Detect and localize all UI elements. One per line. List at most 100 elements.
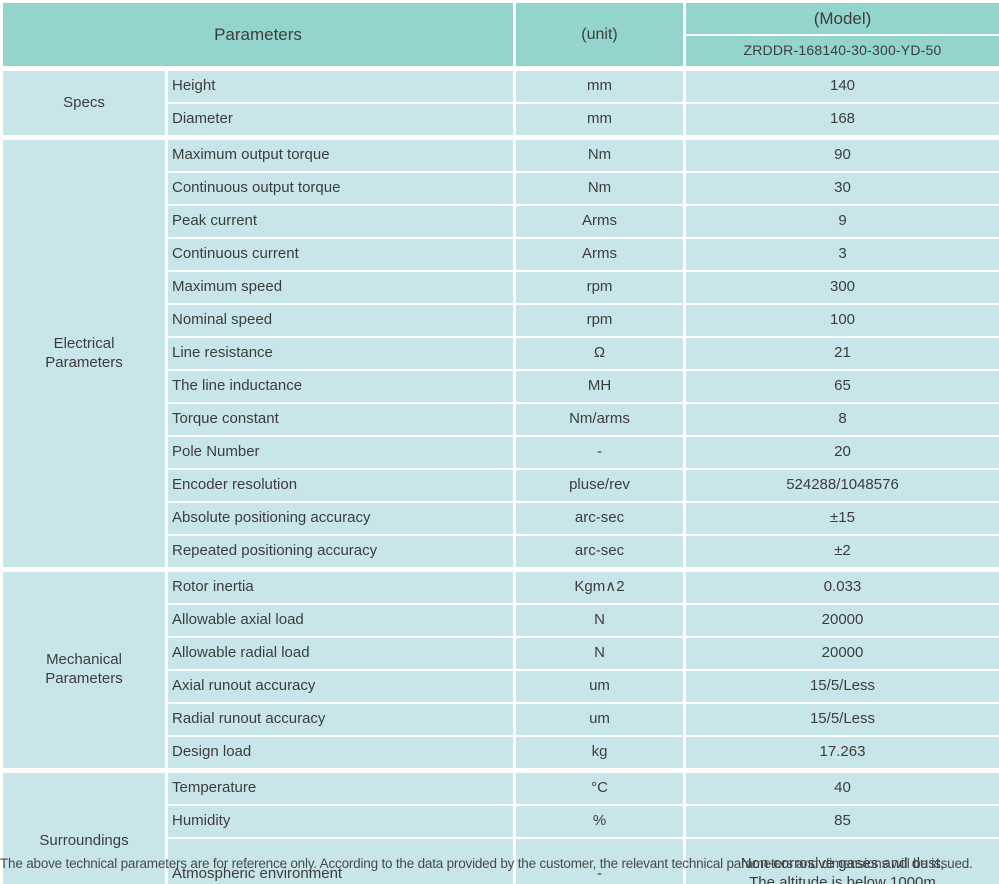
unit-cell: Nm bbox=[513, 171, 686, 206]
unit-cell: um bbox=[513, 669, 686, 704]
value-cell: 9 bbox=[683, 204, 999, 239]
unit-cell: Arms bbox=[513, 204, 686, 239]
param-name: Maximum speed bbox=[165, 270, 516, 305]
unit-cell: arc-sec bbox=[513, 501, 686, 536]
param-name: Maximum output torque bbox=[165, 136, 516, 173]
table-row: Surroundings Temperature °C 40 bbox=[0, 769, 999, 884]
param-name: Design load bbox=[165, 735, 516, 773]
table-row: Specs Height mm 140 bbox=[0, 67, 999, 140]
table-row: Maximum speed rpm 300 bbox=[2, 270, 999, 305]
table-row: Torque constant Nm/arms 8 bbox=[2, 402, 999, 437]
category-cell-specs: Specs bbox=[0, 67, 168, 140]
param-name: Temperature bbox=[165, 769, 516, 806]
param-name: Pole Number bbox=[165, 435, 516, 470]
unit-cell: arc-sec bbox=[513, 534, 686, 572]
model-number: ZRDDR-168140-30-300-YD-50 bbox=[683, 34, 999, 71]
parameters-header: Parameters bbox=[0, 0, 516, 71]
table-row: Line resistance Ω 21 bbox=[2, 336, 999, 371]
category-cell-surroundings: Surroundings bbox=[0, 769, 168, 884]
table-header: Parameters (unit) (Model) ZRDDR-168140-3… bbox=[0, 0, 999, 71]
table-row: Peak current Arms 9 bbox=[2, 204, 999, 239]
value-cell: 17.263 bbox=[683, 735, 999, 773]
value-cell: 3 bbox=[683, 237, 999, 272]
table-row: Allowable axial load N 20000 bbox=[2, 603, 999, 638]
unit-cell: Nm bbox=[513, 136, 686, 173]
value-cell: 0.033 bbox=[683, 568, 999, 605]
unit-cell: mm bbox=[513, 102, 686, 140]
param-name: Torque constant bbox=[165, 402, 516, 437]
value-cell: 21 bbox=[683, 336, 999, 371]
value-cell: 524288/1048576 bbox=[683, 468, 999, 503]
unit-cell: rpm bbox=[513, 303, 686, 338]
unit-cell: Nm/arms bbox=[513, 402, 686, 437]
unit-cell: MH bbox=[513, 369, 686, 404]
unit-cell: - bbox=[513, 837, 686, 884]
param-name: Nominal speed bbox=[165, 303, 516, 338]
value-cell: 85 bbox=[683, 804, 999, 839]
value-cell: ±2 bbox=[683, 534, 999, 572]
model-header: (Model) bbox=[683, 0, 999, 36]
unit-cell: % bbox=[513, 804, 686, 839]
param-name: Atmospheric environment bbox=[165, 837, 516, 884]
param-name: Diameter bbox=[165, 102, 516, 140]
table-row: Nominal speed rpm 100 bbox=[2, 303, 999, 338]
table-row: Absolute positioning accuracy arc-sec ±1… bbox=[2, 501, 999, 536]
param-name: Allowable radial load bbox=[165, 636, 516, 671]
unit-header: (unit) bbox=[513, 0, 686, 71]
unit-cell: pluse/rev bbox=[513, 468, 686, 503]
table-row: Continuous output torque Nm 30 bbox=[2, 171, 999, 206]
value-cell: 140 bbox=[683, 67, 999, 104]
param-name: Encoder resolution bbox=[165, 468, 516, 503]
param-name: Height bbox=[165, 67, 516, 104]
value-cell: 300 bbox=[683, 270, 999, 305]
unit-cell: rpm bbox=[513, 270, 686, 305]
unit-cell: kg bbox=[513, 735, 686, 773]
param-name: Repeated positioning accuracy bbox=[165, 534, 516, 572]
table-row: Encoder resolution pluse/rev 524288/1048… bbox=[2, 468, 999, 503]
table-row: Diameter mm 168 bbox=[2, 102, 999, 140]
table-row: Radial runout accuracy um 15/5/Less bbox=[2, 702, 999, 737]
value-cell: 40 bbox=[683, 769, 999, 806]
value-cell: 20000 bbox=[683, 603, 999, 638]
table-row: Atmospheric environment - Non-corrosive … bbox=[2, 837, 999, 884]
table-row: Continuous current Arms 3 bbox=[2, 237, 999, 272]
table-row: Pole Number - 20 bbox=[2, 435, 999, 470]
category-cell-electrical: Electrical Parameters bbox=[0, 136, 168, 572]
table-row: Allowable radial load N 20000 bbox=[2, 636, 999, 671]
value-cell: Non-corrosive gases and dust, The altitu… bbox=[683, 837, 999, 884]
table-row: Axial runout accuracy um 15/5/Less bbox=[2, 669, 999, 704]
unit-cell: - bbox=[513, 435, 686, 470]
value-cell: 90 bbox=[683, 136, 999, 173]
table-row: Electrical Parameters Maximum output tor… bbox=[0, 136, 999, 572]
value-cell: 20000 bbox=[683, 636, 999, 671]
table-row: Design load kg 17.263 bbox=[2, 735, 999, 773]
table-row: Repeated positioning accuracy arc-sec ±2 bbox=[2, 534, 999, 572]
param-name: Radial runout accuracy bbox=[165, 702, 516, 737]
value-cell: 15/5/Less bbox=[683, 669, 999, 704]
table-row: The line inductance MH 65 bbox=[2, 369, 999, 404]
unit-cell: °C bbox=[513, 769, 686, 806]
value-cell: 15/5/Less bbox=[683, 702, 999, 737]
unit-cell: N bbox=[513, 636, 686, 671]
value-cell: 168 bbox=[683, 102, 999, 140]
value-cell: 100 bbox=[683, 303, 999, 338]
param-name: Humidity bbox=[165, 804, 516, 839]
unit-cell: um bbox=[513, 702, 686, 737]
param-name: Peak current bbox=[165, 204, 516, 239]
footnote: The above technical parameters are for r… bbox=[0, 856, 973, 871]
unit-cell: Ω bbox=[513, 336, 686, 371]
table-row: Humidity % 85 bbox=[2, 804, 999, 839]
unit-cell: mm bbox=[513, 67, 686, 104]
value-cell: 30 bbox=[683, 171, 999, 206]
param-name: Rotor inertia bbox=[165, 568, 516, 605]
value-cell: 65 bbox=[683, 369, 999, 404]
param-name: Continuous current bbox=[165, 237, 516, 272]
unit-cell: N bbox=[513, 603, 686, 638]
unit-cell: Kgm∧2 bbox=[513, 568, 686, 605]
param-name: The line inductance bbox=[165, 369, 516, 404]
param-name: Allowable axial load bbox=[165, 603, 516, 638]
value-cell: 20 bbox=[683, 435, 999, 470]
category-cell-mechanical: Mechanical Parameters bbox=[0, 568, 168, 773]
